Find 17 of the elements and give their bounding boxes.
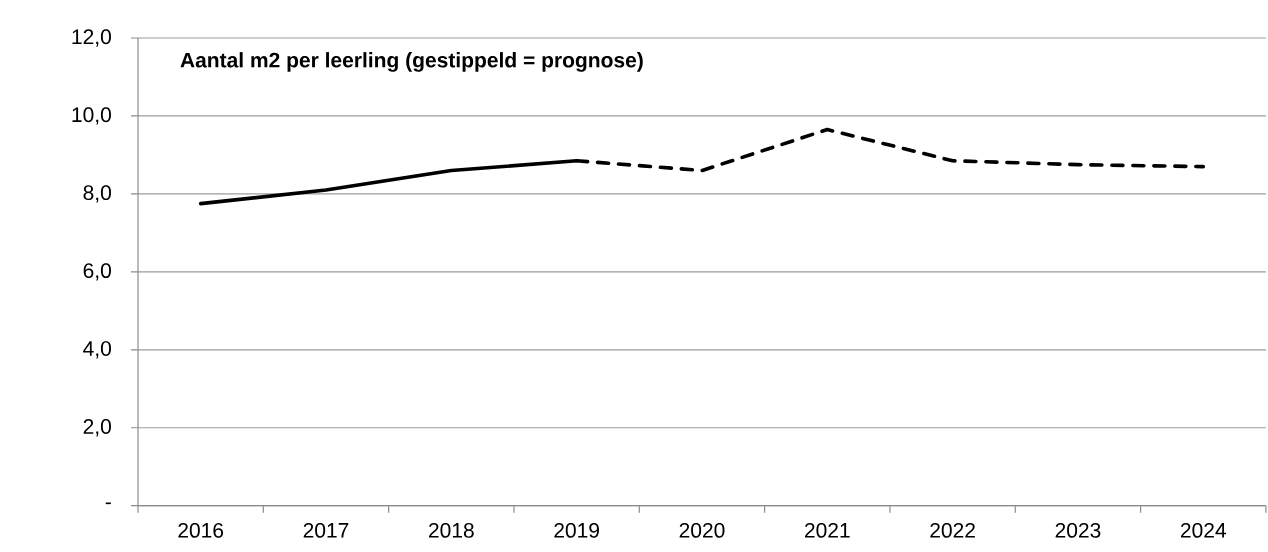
x-tick-label: 2018 bbox=[429, 522, 474, 538]
x-tick-label: 2022 bbox=[930, 522, 975, 538]
y-tick-label: 8,0 bbox=[83, 185, 111, 203]
x-tick-label: 2016 bbox=[178, 522, 224, 538]
text: Aantal m2 per leerling (gestippeld = prognose) bbox=[180, 52, 643, 72]
y-tick-label: 4,0 bbox=[83, 341, 111, 359]
x-tick-label: 2021 bbox=[804, 522, 850, 538]
x-tick-label: 2019 bbox=[554, 522, 599, 538]
y-tick-label: 10,0 bbox=[72, 107, 111, 125]
x-tick-label: 2023 bbox=[1055, 522, 1101, 538]
x-tick-label: 2017 bbox=[303, 522, 349, 538]
y-tick-label: - bbox=[105, 502, 111, 505]
y-tick-label: 2,0 bbox=[83, 419, 111, 437]
x-tick-label: 2020 bbox=[679, 522, 725, 538]
y-tick-label: 6,0 bbox=[83, 263, 111, 281]
y-tick-label: 12,0 bbox=[72, 29, 111, 47]
x-tick-label: 2024 bbox=[1180, 522, 1226, 538]
